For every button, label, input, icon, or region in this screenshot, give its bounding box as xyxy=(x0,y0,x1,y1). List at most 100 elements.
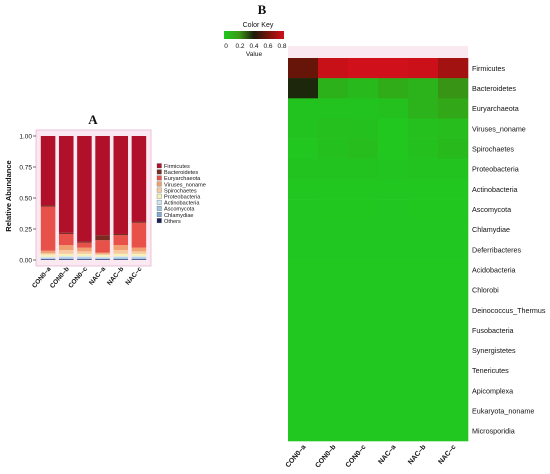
color-key: Color Key 0 0.2 0.4 0.6 0.8 Value xyxy=(224,22,287,58)
heatmap-cell xyxy=(318,178,349,200)
heatmap-cell xyxy=(288,199,319,220)
heatmap-row-label: Chlamydiae xyxy=(472,225,510,234)
heatmap-cell xyxy=(348,360,379,381)
bar-segment xyxy=(40,254,56,257)
legend-swatch xyxy=(156,181,162,187)
legend-swatch xyxy=(156,212,162,217)
bar-segment xyxy=(131,247,147,252)
bar-segment xyxy=(95,259,110,260)
bar-chart-bars xyxy=(40,136,147,260)
bar-segment xyxy=(77,259,92,260)
heatmap-cell xyxy=(348,138,379,160)
heatmap-cell xyxy=(408,420,439,442)
bar-segment xyxy=(77,258,92,260)
bar-segment xyxy=(58,258,74,260)
bar-segment xyxy=(95,256,110,259)
heatmap-row-label: Bacteroidetes xyxy=(472,84,516,93)
legend-swatch xyxy=(156,199,162,205)
legend-swatch xyxy=(156,169,162,175)
color-key-ticks: 0 0.2 0.4 0.6 0.8 xyxy=(224,43,287,50)
panel-b-label: B xyxy=(258,2,267,17)
heatmap-row-label: Proteobacteria xyxy=(472,165,519,174)
heatmap-row-label: Euryarchaeota xyxy=(472,104,519,113)
bar-segment xyxy=(58,256,74,258)
bar-segment xyxy=(77,241,92,243)
panel-a-label: A xyxy=(88,112,98,127)
heatmap-cell xyxy=(288,118,319,139)
bar-segment xyxy=(113,235,129,246)
heatmap-cell xyxy=(378,360,409,381)
y-tick-label: 0.50 xyxy=(19,196,32,203)
heatmap-cell xyxy=(318,299,349,321)
legend-swatch xyxy=(156,193,162,199)
bar-segment xyxy=(40,250,56,254)
bar-segment xyxy=(77,242,92,248)
legend-label: Others xyxy=(164,219,181,225)
heatmap-cell xyxy=(348,340,379,361)
bar-segment xyxy=(131,221,147,223)
heatmap-cell xyxy=(348,219,379,240)
heatmap-cell xyxy=(408,118,439,139)
heatmap-cell xyxy=(348,199,379,220)
heatmap-row-label: Apicomplexa xyxy=(472,386,513,395)
heatmap-cell xyxy=(318,118,349,139)
bar-segment xyxy=(40,136,56,206)
heatmap-cell xyxy=(318,420,349,442)
heatmap-cell xyxy=(408,158,439,180)
bar-segment xyxy=(95,240,110,253)
color-key-tick-label: 0.4 xyxy=(249,43,258,50)
legend-label: Spirochaetes xyxy=(164,188,197,194)
heatmap-cell xyxy=(438,340,469,361)
bar-chart-y-axis-label: Relative Abundance xyxy=(4,160,13,231)
heatmap-row-label: Fusobacteria xyxy=(472,326,514,335)
heatmap-cells xyxy=(288,58,469,442)
heatmap-cell xyxy=(378,400,409,422)
legend-label: Chlamydiae xyxy=(164,213,194,219)
heatmap-row-label: Acidobacteria xyxy=(472,265,516,274)
bar-segment xyxy=(113,258,129,260)
heatmap-cell xyxy=(378,380,409,401)
heatmap-cell xyxy=(378,98,409,119)
heatmap-cell xyxy=(378,78,409,99)
heatmap-row-label: Spirochaetes xyxy=(472,145,514,154)
heatmap-cell xyxy=(408,400,439,422)
heatmap-cell xyxy=(348,58,379,79)
heatmap-cell xyxy=(378,340,409,361)
heatmap-cell xyxy=(288,98,319,119)
heatmap-cell xyxy=(288,178,319,200)
bar-segment xyxy=(113,259,129,260)
heatmap-cell xyxy=(378,178,409,200)
heatmap-row-label: Tenericutes xyxy=(472,366,509,375)
bar-segment xyxy=(40,259,56,260)
heatmap-row-label: Viruses_noname xyxy=(472,124,526,133)
bar-segment xyxy=(58,232,74,234)
heatmap-cell xyxy=(438,138,469,160)
heatmap-cell xyxy=(378,219,409,240)
bar-segment xyxy=(58,250,74,254)
heatmap-cell xyxy=(408,58,439,79)
heatmap-cell xyxy=(438,98,469,119)
legend-label: Bacteroidetes xyxy=(164,170,198,176)
heatmap-cell xyxy=(438,78,469,99)
heatmap-row-label: Deinococcus_Thermus xyxy=(472,306,546,315)
heatmap-column-label: NAC–b xyxy=(407,444,427,466)
heatmap-cell xyxy=(288,380,319,401)
heatmap-row-label: Eukaryota_noname xyxy=(472,407,534,416)
heatmap-cell xyxy=(378,320,409,341)
color-key-title: Color Key xyxy=(243,22,274,29)
heatmap-cell xyxy=(348,78,379,99)
bar-segment xyxy=(40,205,56,207)
heatmap-cell xyxy=(438,58,469,79)
heatmap-cell xyxy=(408,279,439,301)
heatmap-cell xyxy=(288,299,319,321)
heatmap-cell xyxy=(318,259,349,281)
heatmap-row-label: Actinobacteria xyxy=(472,185,518,194)
legend-swatch xyxy=(156,187,162,193)
heatmap-cell xyxy=(438,178,469,200)
heatmap-cell xyxy=(348,98,379,119)
legend-label: Ascomycota xyxy=(164,207,195,213)
bar-segment xyxy=(113,256,129,258)
heatmap-cell xyxy=(318,239,349,260)
heatmap-cell xyxy=(408,98,439,119)
heatmap-cell xyxy=(408,340,439,361)
